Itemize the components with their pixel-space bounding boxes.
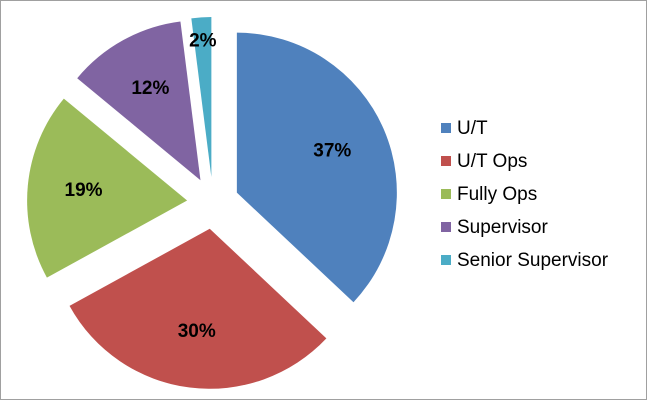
legend-swatch <box>441 222 451 232</box>
pie-slice <box>191 17 212 178</box>
legend-label: U/T Ops <box>457 151 527 172</box>
pie-slice <box>77 21 201 181</box>
value-label: 12% <box>131 78 169 99</box>
value-label: 2% <box>189 30 217 51</box>
value-label: 30% <box>178 321 216 342</box>
legend-label: U/T <box>457 118 488 139</box>
pie-slice <box>27 98 188 278</box>
legend-swatch <box>441 189 451 199</box>
legend-label: Senior Supervisor <box>457 250 609 271</box>
value-label: 19% <box>65 180 103 201</box>
legend-label: Fully Ops <box>457 184 537 205</box>
legend-swatch <box>441 156 451 166</box>
value-label: 37% <box>313 140 351 161</box>
pie-slice <box>236 32 397 303</box>
legend-label: Supervisor <box>457 217 548 238</box>
legend-swatch <box>441 123 451 133</box>
pie-slice <box>69 228 327 389</box>
legend-swatch <box>441 255 451 265</box>
